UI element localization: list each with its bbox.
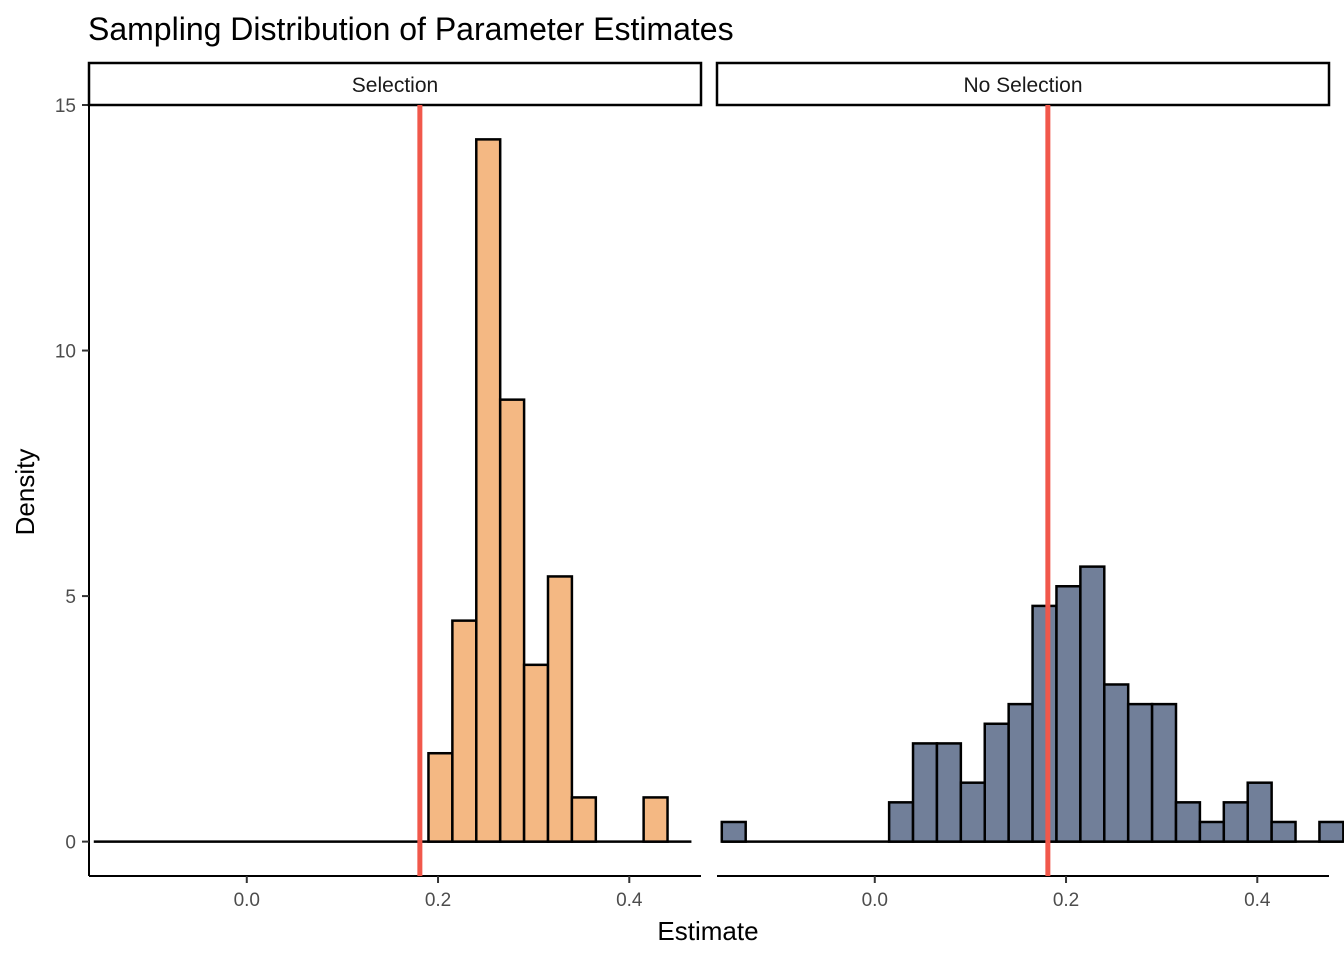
x-tick-label: 0.2: [1053, 890, 1079, 911]
x-axis-title: Estimate: [657, 916, 758, 946]
histogram-bar: [1079, 565, 1106, 843]
x-tick-label: 0.4: [1244, 890, 1271, 911]
histogram-bar: [522, 663, 550, 843]
histogram-bar: [959, 781, 986, 843]
histogram-bar: [451, 619, 478, 843]
y-tick-label: 0: [65, 833, 76, 854]
histogram-bar: [1126, 702, 1154, 843]
histogram-bar: [720, 820, 747, 843]
y-axis: 0 5 10 15: [55, 96, 90, 876]
y-axis-title: Density: [10, 449, 40, 536]
y-tick-label: 5: [65, 587, 76, 608]
x-tick-label: 0.2: [425, 890, 451, 911]
histogram-bar: [1174, 801, 1202, 843]
chart-title: Sampling Distribution of Parameter Estim…: [88, 11, 734, 47]
facet-strip-label: Selection: [352, 74, 438, 97]
histogram-bar: [911, 742, 939, 843]
histogram-bar: [935, 742, 963, 843]
histogram-bar: [1270, 820, 1297, 843]
histogram-bar: [1222, 801, 1249, 843]
y-tick-label: 15: [55, 96, 76, 117]
histogram-bar: [475, 138, 502, 843]
histogram-bar: [1198, 820, 1226, 843]
histogram-bar: [1007, 702, 1034, 843]
x-tick-label: 0.0: [234, 890, 260, 911]
histogram-bar: [570, 796, 598, 843]
histogram-bar: [1055, 585, 1082, 843]
histogram-bar: [1318, 820, 1344, 843]
histogram-bar: [887, 801, 915, 843]
facet-strip-label: No Selection: [963, 74, 1082, 97]
facet-panels: Selection 0.0 0.2 0.4 No Selection 0.0 0.2 0.4: [87, 61, 1344, 911]
histogram-bar: [1150, 702, 1178, 843]
histogram-bar: [642, 796, 669, 843]
histogram-bar: [1246, 781, 1273, 843]
histogram-bar: [983, 722, 1010, 843]
facet-panel: Selection 0.0 0.2 0.4: [87, 61, 703, 911]
x-tick-label: 0.0: [862, 890, 888, 911]
histogram-bar: [546, 575, 574, 843]
y-tick-label: 10: [55, 342, 76, 363]
facet-strip: [87, 61, 703, 107]
x-tick-label: 0.4: [616, 890, 643, 911]
histogram-bar: [427, 751, 454, 843]
histogram-bar: [1103, 683, 1130, 843]
facet-panel: No Selection 0.0 0.2 0.4: [715, 61, 1344, 911]
facet-strip: [715, 61, 1331, 107]
histogram-bar: [1031, 604, 1058, 843]
histogram-bar: [498, 398, 526, 843]
